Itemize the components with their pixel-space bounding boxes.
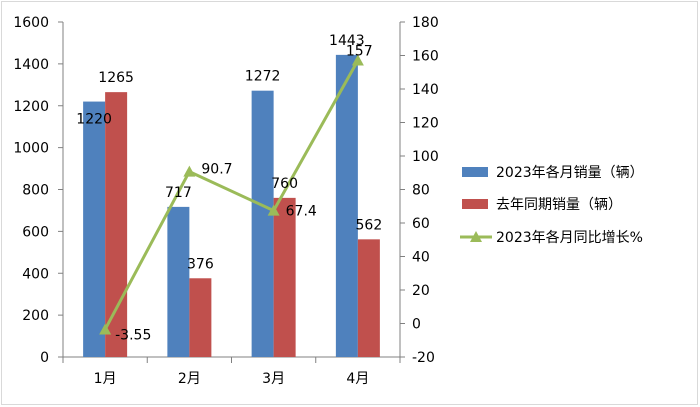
- y-tick-left-label: 800: [22, 183, 49, 199]
- growth-marker-triangle: [267, 204, 280, 216]
- y-tick-left-label: 1400: [13, 57, 49, 73]
- y-tick-right-label: 180: [412, 15, 439, 31]
- x-tick-label: 1月: [94, 371, 117, 387]
- legend-swatch-bar: [462, 199, 488, 209]
- y-tick-left-label: 1200: [13, 99, 49, 115]
- legend: 2023年各月销量（辆） 去年同期销量（辆） 2023年各月同比增长%: [460, 165, 644, 246]
- legend-swatch-bar: [462, 167, 488, 177]
- growth-marker-triangle: [99, 323, 112, 335]
- bar-2023: [83, 101, 106, 357]
- bar-2023: [335, 54, 358, 357]
- y-tick-right-label: 0: [412, 317, 421, 333]
- data-label-2023: 717: [165, 185, 192, 201]
- bar-last-year: [357, 239, 380, 357]
- data-labels: 1220 717 1272 1443 1265 376 760 562 -3.55 90.7 67.…: [76, 33, 382, 344]
- x-tick-label: 3月: [262, 371, 285, 387]
- legend-label: 去年同期销量（辆）: [496, 197, 622, 213]
- bar-last-year: [273, 197, 296, 357]
- y-tick-right-label: 140: [412, 82, 439, 98]
- data-label-2023: 1272: [245, 69, 281, 85]
- x-tick-label: 2月: [178, 371, 201, 387]
- y-tick-right-label: 120: [412, 116, 439, 132]
- bar-last-year: [189, 278, 212, 357]
- data-label-last-year: 376: [187, 256, 214, 272]
- y-tick-right-label: 80: [412, 183, 430, 199]
- growth-marker-triangle: [351, 54, 364, 66]
- y-tick-right-label: 20: [412, 283, 430, 299]
- y-tick-right-label: 60: [412, 216, 430, 232]
- legend-swatch-marker: [470, 231, 482, 242]
- y-tick-left-label: 0: [40, 350, 49, 366]
- y-tick-left-label: 200: [22, 308, 49, 324]
- y-tick-right-label: 100: [412, 149, 439, 165]
- bar-last-year: [105, 92, 128, 357]
- data-label-growth: 67.4: [286, 204, 317, 220]
- data-label-growth: 90.7: [201, 162, 232, 178]
- y-tick-left-label: 1600: [13, 15, 49, 31]
- data-label-2023: 1220: [76, 112, 112, 128]
- y-tick-left-label: 400: [22, 266, 49, 282]
- y-tick-left-label: 600: [22, 224, 49, 240]
- bar-2023: [167, 206, 190, 357]
- axes: 0 200 400 600 800 1000 1200 1400 1600 -20 0 20 40 60 8…: [13, 15, 438, 387]
- growth-marker-triangle: [183, 165, 196, 177]
- data-label-growth: 157: [346, 44, 373, 60]
- bars: [83, 54, 380, 358]
- legend-label: 2023年各月同比增长%: [496, 230, 643, 246]
- y-tick-left-label: 1000: [13, 141, 49, 157]
- data-label-growth: -3.55: [115, 327, 151, 343]
- data-label-last-year: 1265: [98, 70, 134, 86]
- data-label-last-year: 562: [356, 217, 383, 233]
- growth-line-path: [103, 59, 360, 331]
- bar-2023: [251, 90, 274, 358]
- legend-label: 2023年各月销量（辆）: [496, 165, 644, 181]
- y-tick-right-label: -20: [412, 350, 435, 366]
- y-tick-right-label: 40: [412, 250, 430, 266]
- y-tick-right-label: 160: [412, 49, 439, 65]
- data-label-2023: 1443: [329, 33, 365, 49]
- data-label-last-year: 760: [271, 176, 298, 192]
- x-tick-label: 4月: [346, 371, 369, 387]
- growth-line: [99, 54, 364, 335]
